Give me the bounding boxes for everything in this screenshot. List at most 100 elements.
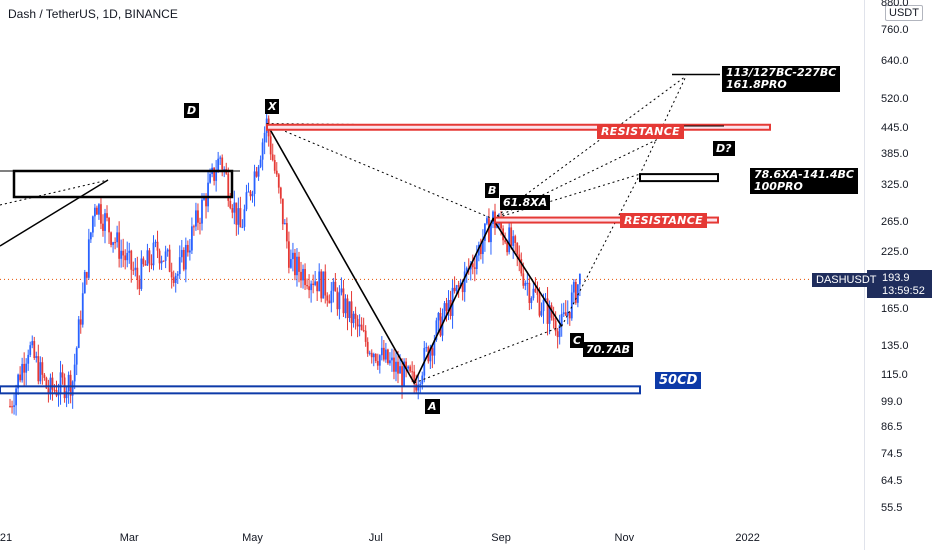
candle-body — [538, 294, 541, 316]
candle-body — [366, 341, 369, 354]
candle-body — [546, 298, 549, 324]
left-trend-line — [0, 179, 109, 247]
candle-body — [570, 292, 573, 319]
candle-body — [15, 388, 17, 406]
candle-body — [508, 227, 511, 253]
candle-body — [201, 199, 203, 224]
resistance-box-1 — [266, 123, 771, 131]
candle-body — [376, 361, 379, 366]
candle-body — [176, 273, 179, 276]
candle-body — [126, 252, 129, 261]
candle-body — [405, 361, 407, 369]
candle-body — [332, 281, 335, 291]
candle-body — [322, 271, 325, 299]
candle-body — [370, 352, 373, 358]
candle-body — [576, 284, 579, 303]
candle-body — [237, 208, 240, 225]
candle-body — [83, 272, 86, 294]
candle-body — [47, 388, 50, 395]
candle-body — [568, 311, 571, 319]
point-label-b: B — [485, 183, 500, 198]
candle-body — [247, 191, 250, 193]
ratio-line-ac — [413, 325, 562, 384]
candle-body — [104, 213, 106, 231]
point-label-c: C — [570, 333, 585, 348]
candle-body — [364, 330, 367, 342]
candle-body — [112, 242, 114, 245]
candle-body — [199, 222, 201, 224]
candle-body — [156, 241, 159, 251]
candle-body — [378, 355, 381, 366]
candle-body — [142, 258, 145, 265]
candle-body — [548, 305, 551, 324]
candle-body — [71, 381, 74, 396]
candle-body — [461, 282, 464, 293]
currency-button[interactable]: USDT — [885, 5, 923, 21]
support-box — [0, 385, 641, 395]
x-tick-label: Nov — [614, 532, 635, 544]
y-tick-label: 445.0 — [881, 121, 909, 134]
candle-body — [207, 182, 209, 207]
candle-body — [217, 158, 220, 173]
candle-body — [35, 356, 38, 358]
candle-body — [150, 263, 153, 266]
candle-body — [314, 281, 317, 286]
candle-body — [399, 366, 401, 374]
candle-body — [29, 345, 32, 355]
candle-body — [556, 331, 559, 338]
candle-body — [221, 157, 224, 170]
candle-body — [21, 363, 24, 381]
candle-body — [534, 288, 537, 292]
candle-body — [39, 362, 42, 382]
candle-body — [522, 273, 525, 286]
candle-body — [122, 250, 125, 256]
candle-body — [184, 244, 187, 270]
candle-body — [514, 236, 517, 243]
candle-body — [27, 354, 30, 364]
candle-body — [368, 352, 371, 354]
candle-body — [61, 372, 64, 378]
candle-body — [195, 210, 197, 227]
candle-body — [91, 216, 94, 233]
candle-body — [340, 288, 343, 293]
candle-body — [417, 384, 420, 391]
ratio-label-b: 61.8XA — [500, 195, 551, 210]
projection-line-b2 — [492, 173, 641, 220]
candle-body — [102, 223, 104, 231]
candle-body — [302, 268, 304, 281]
point-label-d: D — [184, 103, 200, 118]
candle-body — [391, 357, 393, 361]
candle-body — [188, 250, 191, 253]
candle-body — [387, 349, 389, 364]
candle-body — [81, 293, 84, 325]
candle-body — [261, 142, 264, 160]
candle-body — [479, 244, 482, 255]
candle-body — [437, 312, 440, 321]
candle-body — [19, 374, 22, 381]
candle-body — [512, 236, 515, 246]
candle-body — [285, 223, 288, 242]
harmonic-legs — [265, 123, 563, 385]
candle-body — [205, 197, 207, 207]
candle-body — [562, 312, 565, 315]
candle-body — [336, 291, 339, 310]
candle-body — [229, 200, 232, 209]
resistance-box-2 — [494, 216, 719, 224]
candle-body — [441, 316, 444, 336]
candle-body — [281, 198, 284, 225]
candle-body — [407, 366, 410, 369]
candle-body — [245, 192, 248, 210]
candle-body — [263, 132, 266, 143]
candle-body — [96, 207, 98, 215]
candle-body — [69, 374, 72, 396]
candle-body — [148, 250, 151, 264]
candle-body — [124, 255, 127, 261]
candle-body — [318, 271, 321, 292]
candle-body — [395, 361, 397, 372]
candle-body — [178, 257, 181, 274]
symbol-price-tag: DASHUSDT — [812, 273, 881, 287]
candle-body — [51, 377, 54, 390]
candle-body — [397, 361, 399, 374]
